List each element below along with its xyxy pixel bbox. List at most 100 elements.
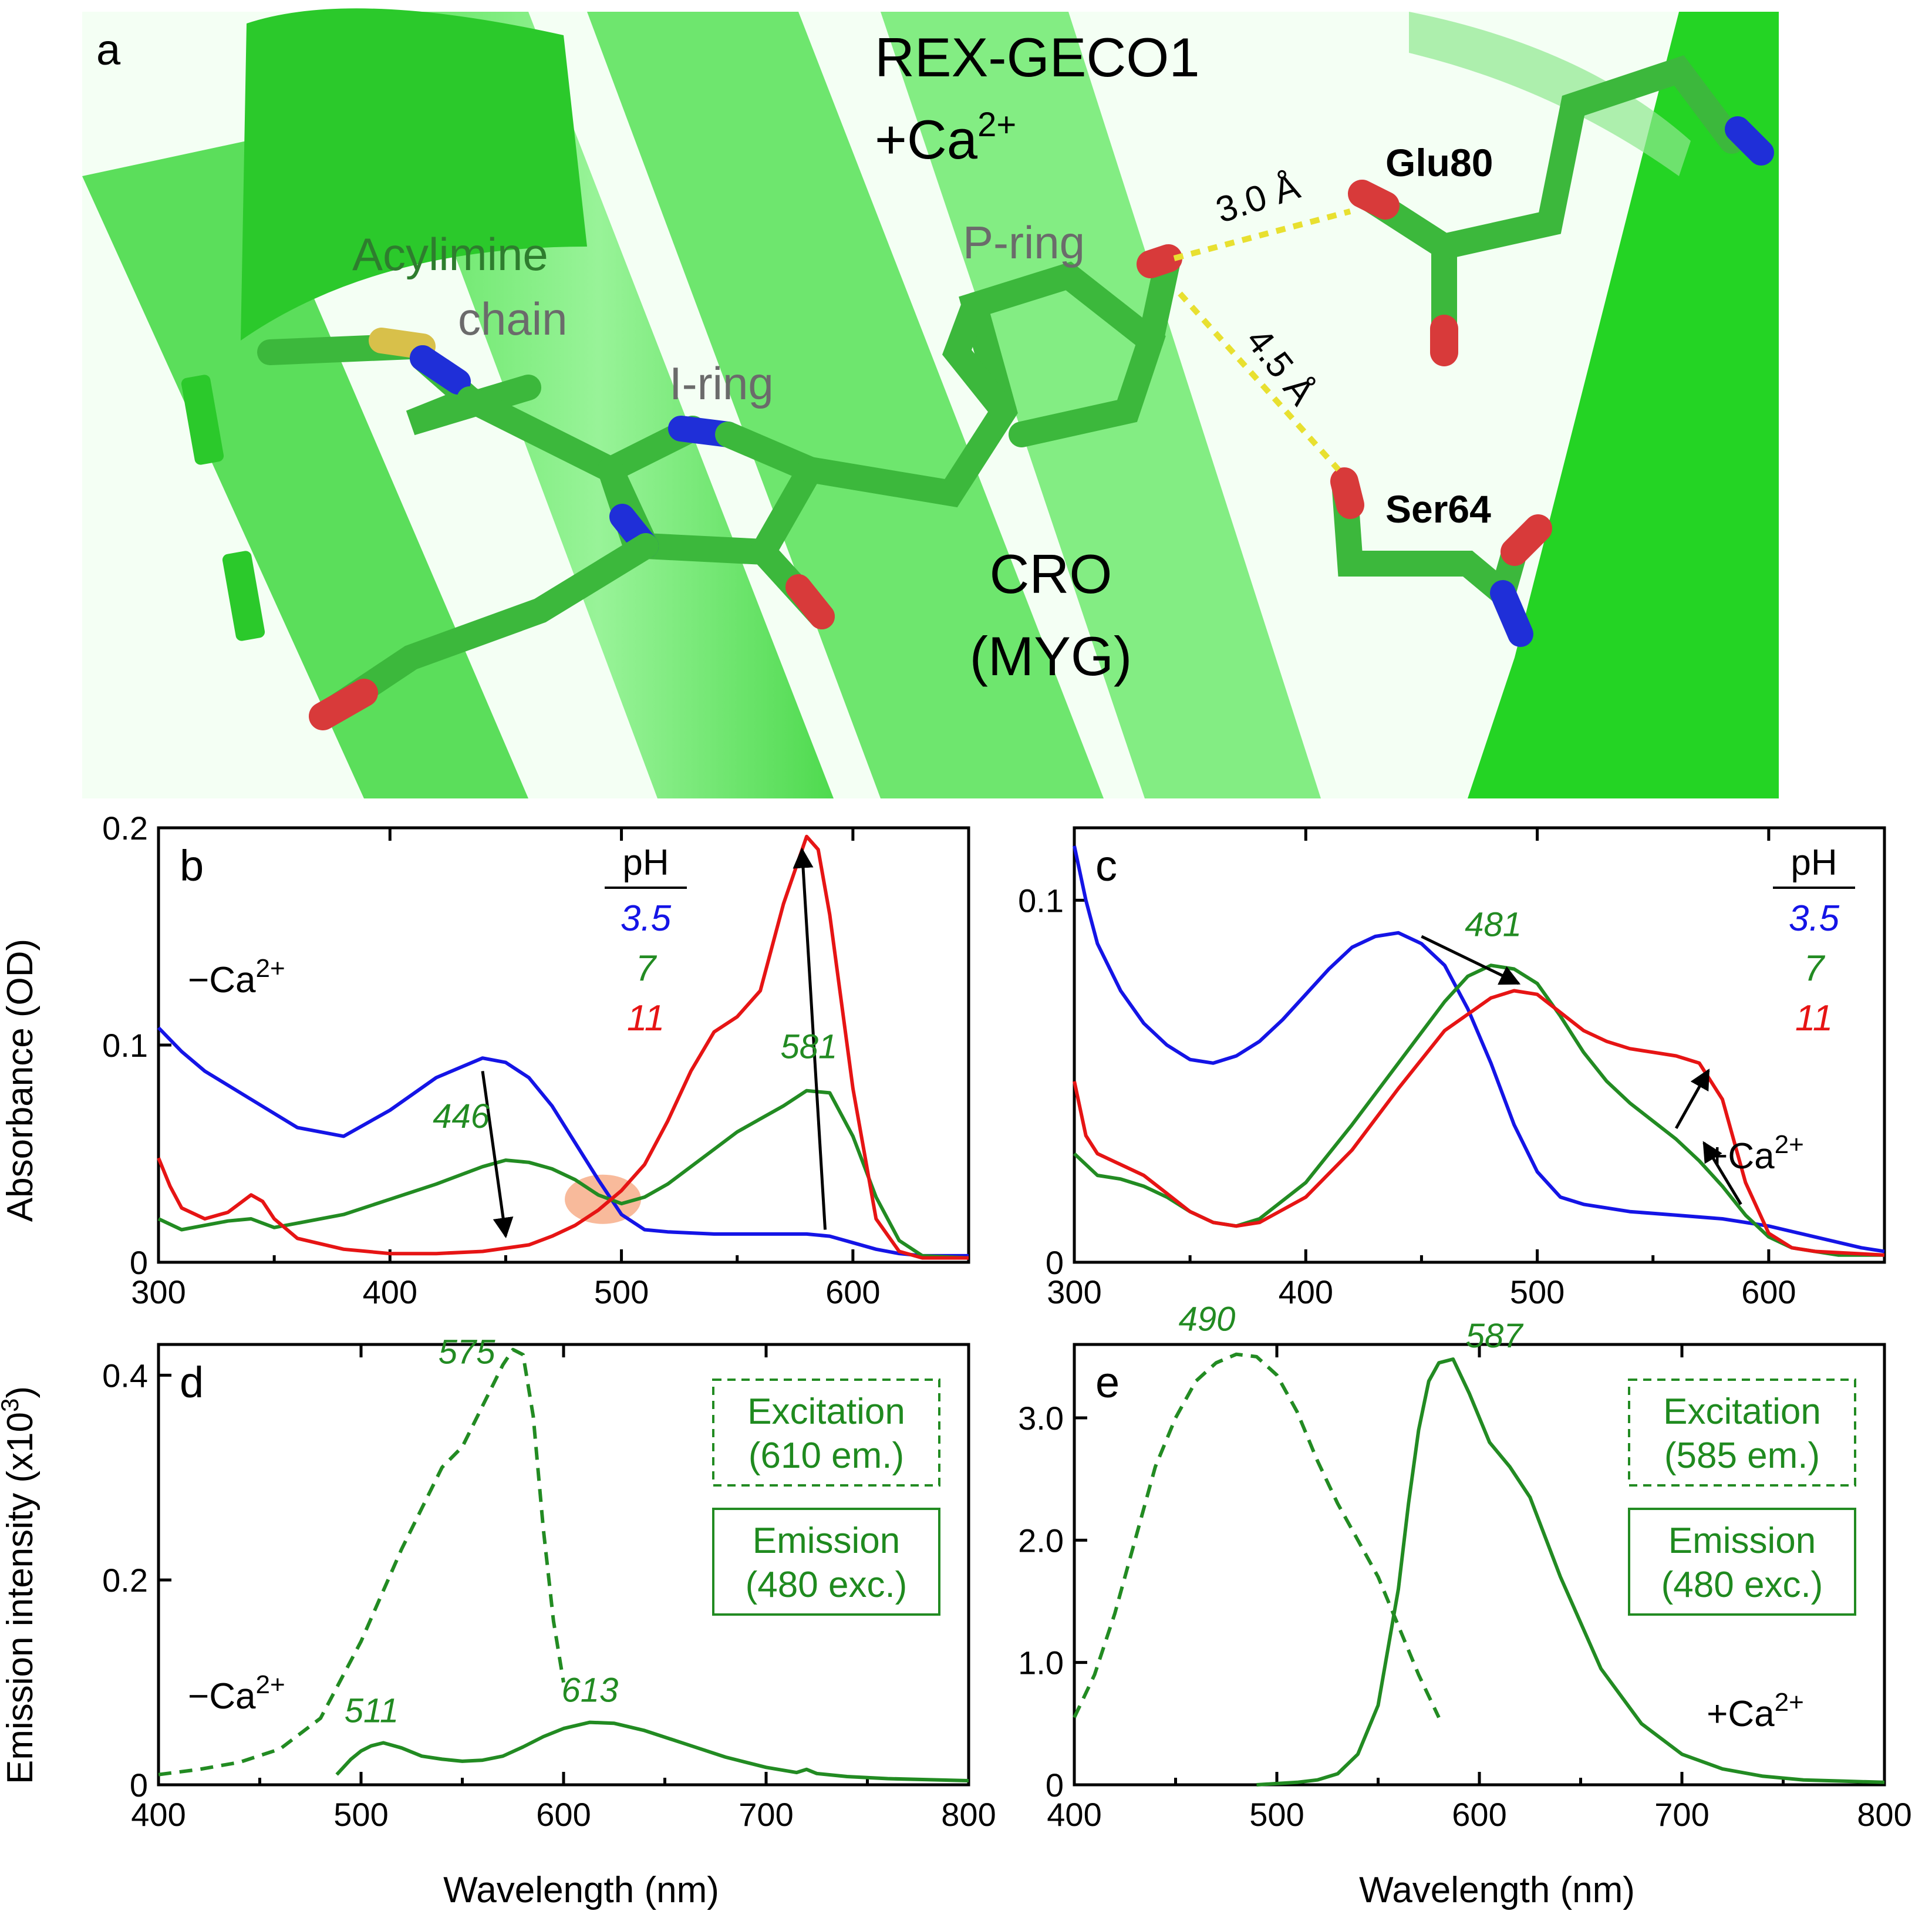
legend-box: [1628, 1508, 1856, 1616]
protein-name: REX-GECO1: [875, 26, 1200, 88]
legend-box-text: Excitation: [1663, 1391, 1821, 1432]
cro-label: CRO: [990, 543, 1112, 605]
series-line-d-excitation: [158, 1347, 565, 1777]
panel-label: b: [180, 841, 204, 890]
panel-a-label: a: [96, 25, 121, 74]
trend-arrow: [793, 847, 827, 1230]
hbond-ser64: [1178, 291, 1341, 472]
panel-a-structure: a REX-GECO1 +Ca2+ Acylimine chain I-ring…: [82, 8, 1779, 798]
legend-entry: 11: [627, 998, 665, 1039]
series-line-b-11: [157, 834, 969, 1260]
peak-label: 575: [439, 1333, 496, 1371]
series-line-b-7: [157, 1088, 969, 1260]
trend-arrow: [1702, 1141, 1742, 1205]
series-line-d-emission: [335, 1720, 969, 1782]
panel-label: e: [1095, 1358, 1120, 1407]
peak-label: 511: [345, 1691, 399, 1730]
panel-e-chart: 400 500 600 700 800 0 1.0 2.0 3.0 490 587 e +Ca2+ Exc…: [1018, 1300, 1912, 1833]
x-tick-label: 600: [536, 1796, 591, 1833]
x-tick-label: 700: [1654, 1796, 1709, 1833]
x-tick-label: 600: [1452, 1796, 1506, 1833]
legend-box: [712, 1379, 940, 1487]
x-tick-label: 400: [363, 1273, 417, 1310]
panel-b-chart: 300 400 500 600 0 0.1 0.2 446 581 b −Ca2+ pH 3.5 7 11: [102, 810, 970, 1310]
legend-box: [712, 1508, 940, 1616]
legend-title: pH: [622, 842, 669, 883]
glu80-label: Glu80: [1385, 141, 1493, 184]
peak-label: 581: [781, 1028, 838, 1066]
y-tick-label: 0: [130, 1244, 148, 1281]
legend-box-text: (480 exc.): [746, 1565, 908, 1605]
y-tick-label: 0: [1046, 1244, 1064, 1281]
helix-ribbon: [181, 375, 224, 465]
y-tick-label: 0.2: [102, 810, 148, 847]
y-tick-label: 0.1: [1018, 882, 1064, 919]
peak-label: 587: [1466, 1317, 1525, 1355]
y-axis-label-absorbance: Absorbance (OD): [0, 939, 41, 1222]
x-tick-label: 800: [941, 1796, 996, 1833]
iring-label: I-ring: [669, 358, 774, 409]
x-tick-label: 500: [1510, 1273, 1565, 1310]
trend-arrow: [1421, 935, 1521, 985]
y-tick-label: 0.4: [102, 1357, 148, 1394]
beta-strand-ribbon: [82, 141, 528, 798]
condition-label: +Ca2+: [1707, 1688, 1804, 1734]
y-tick-label: 0.1: [102, 1027, 148, 1064]
legend-entry: 3.5: [1789, 898, 1840, 939]
panel-label: c: [1095, 841, 1117, 890]
panel-c-chart: 300 400 500 600 0 0.1 481 c +Ca2+ pH 3.5 7 11: [1018, 826, 1886, 1310]
legend-entry: 3.5: [621, 898, 672, 939]
legend-box-text: Emission: [1668, 1521, 1816, 1561]
x-tick-label: 700: [739, 1796, 793, 1833]
legend-title: pH: [1791, 842, 1837, 883]
x-tick-label: 600: [825, 1273, 880, 1310]
plot-frame-c: [1073, 826, 1886, 1264]
panel-label: d: [180, 1358, 204, 1407]
condition-label: +Ca2+: [1707, 1130, 1804, 1177]
y-tick-label: 2.0: [1018, 1522, 1064, 1559]
x-tick-label: 400: [1047, 1796, 1101, 1833]
x-tick-label: 600: [1741, 1273, 1796, 1310]
loop-ribbon: [1409, 12, 1691, 176]
series-line-e-excitation: [1073, 1352, 1441, 1718]
helix-ribbon: [222, 551, 265, 641]
series-line-e-emission: [1256, 1357, 1885, 1787]
x-axis-label-e: Wavelength (nm): [1359, 1870, 1635, 1910]
peak-label: 490: [1179, 1300, 1236, 1339]
x-tick-label: 500: [1249, 1796, 1304, 1833]
x-tick-label: 500: [594, 1273, 649, 1310]
x-tick-label: 300: [131, 1273, 186, 1310]
trend-arrow: [1674, 1069, 1710, 1130]
series-line-b-35: [157, 1026, 969, 1258]
x-tick-label: 400: [131, 1796, 186, 1833]
legend-box-text: (480 exc.): [1661, 1565, 1823, 1605]
peak-label: 613: [561, 1671, 618, 1710]
y-axis-label-emission: Emission intensity (x103): [0, 1386, 41, 1784]
y-tick-label: 1.0: [1018, 1644, 1064, 1681]
condition-label: −Ca2+: [188, 954, 285, 1000]
x-tick-label: 500: [333, 1796, 388, 1833]
legend-box-text: (610 em.): [748, 1435, 904, 1476]
x-tick-label: 300: [1047, 1273, 1101, 1310]
peak-label: 481: [1465, 905, 1522, 943]
acylimine-label: Acylimine: [352, 228, 548, 280]
chromophore-sticks: [257, 55, 1774, 730]
condition-label: −Ca2+: [188, 1670, 285, 1717]
legend-box-text: (585 em.): [1664, 1435, 1820, 1476]
helix-ribbon: [241, 8, 587, 341]
beta-strand-ribbon: [1468, 12, 1779, 798]
y-tick-label: 0: [130, 1767, 148, 1804]
peak-label: 446: [433, 1097, 490, 1135]
x-tick-label: 800: [1857, 1796, 1911, 1833]
calcium-state: +Ca2+: [875, 106, 1016, 170]
y-tick-label: 0.2: [102, 1562, 148, 1599]
chain-label: chain: [458, 293, 567, 345]
panel-d-chart: 400 500 600 700 800 0 0.2 0.4 575 511 613 d −Ca2+ Exc…: [102, 1333, 996, 1833]
series-line-c-11: [1073, 989, 1885, 1257]
legend-box: [1628, 1379, 1856, 1487]
series-line-c-35: [1073, 845, 1885, 1253]
myg-label: (MYG): [970, 625, 1132, 687]
legend-entry: 7: [636, 948, 658, 989]
legend-box-text: Emission: [753, 1521, 901, 1561]
